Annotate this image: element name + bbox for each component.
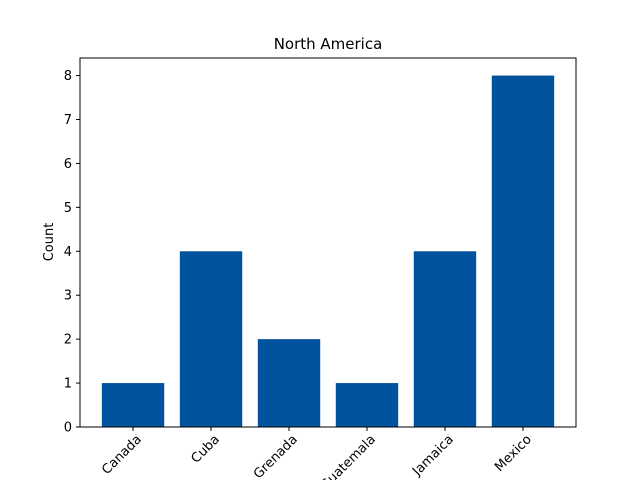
bar-jamaica <box>413 251 477 427</box>
x-tick-label: Guatemala <box>318 432 379 480</box>
x-axis: Canada Cuba Grenada Guatemala Jamaica Mexico <box>99 427 535 480</box>
y-tick-label: 2 <box>64 333 72 348</box>
y-axis-title: Count <box>42 223 57 262</box>
x-tick-label: Grenada <box>251 432 301 480</box>
x-tick-label: Jamaica <box>409 432 456 479</box>
y-tick-label: 1 <box>64 377 72 392</box>
y-tick-label: 6 <box>64 157 72 172</box>
x-tick-label: Canada <box>99 432 145 478</box>
bar-guatemala <box>335 383 399 427</box>
bar-cuba <box>179 251 243 427</box>
y-tick-label: 7 <box>64 113 72 128</box>
chart-title: North America <box>274 35 383 53</box>
bar-grenada <box>257 339 321 427</box>
bar-canada <box>101 383 165 427</box>
y-tick-label: 8 <box>64 69 72 84</box>
x-tick-label: Mexico <box>492 432 535 475</box>
y-tick-label: 5 <box>64 201 72 216</box>
y-axis: 0 1 2 3 4 5 6 7 8 <box>64 69 80 436</box>
y-tick-label: 0 <box>64 421 72 436</box>
x-tick-label: Cuba <box>189 432 223 466</box>
bar-mexico <box>491 75 555 428</box>
bars-layer <box>101 75 555 428</box>
y-tick-label: 3 <box>64 289 72 304</box>
y-tick-label: 4 <box>64 245 72 260</box>
plot-frame <box>79 57 577 428</box>
